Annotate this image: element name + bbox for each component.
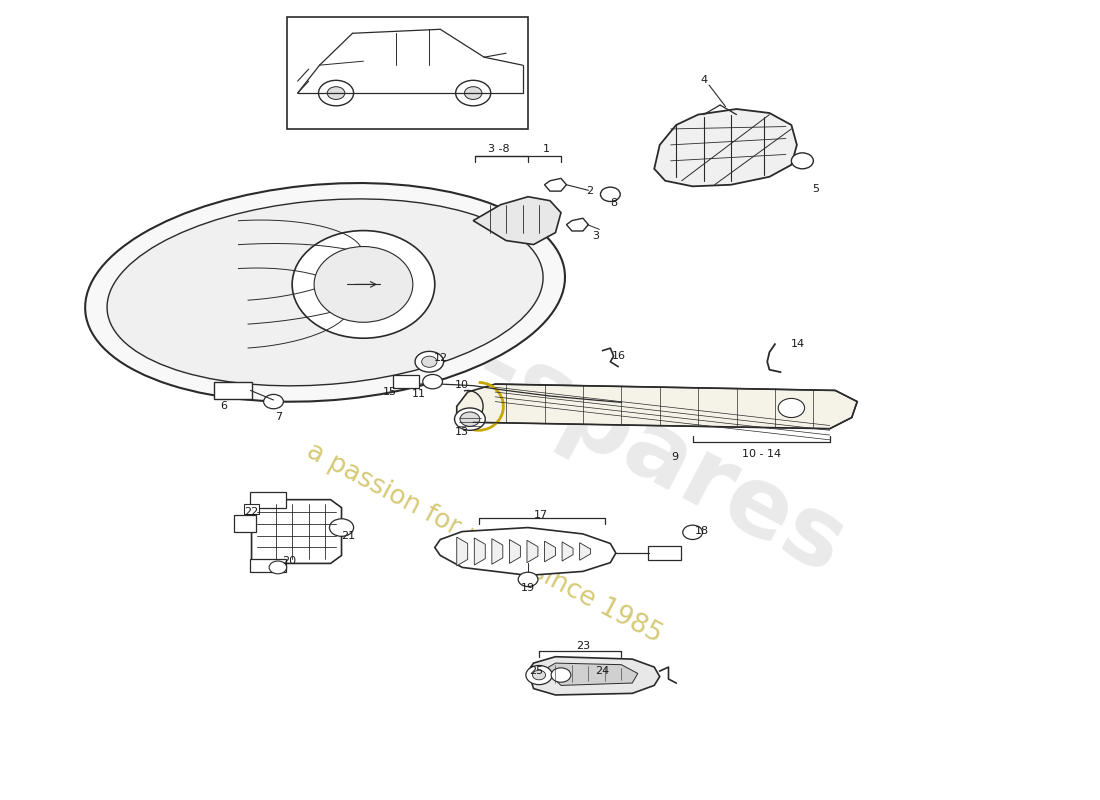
Polygon shape xyxy=(580,542,591,560)
Text: 10: 10 xyxy=(455,380,470,390)
Text: 21: 21 xyxy=(341,531,355,542)
Text: 3: 3 xyxy=(593,230,600,241)
Ellipse shape xyxy=(107,199,543,386)
Text: 5: 5 xyxy=(812,184,820,194)
Text: euro-spares: euro-spares xyxy=(239,205,861,595)
Circle shape xyxy=(264,394,284,409)
Text: 17: 17 xyxy=(535,510,548,520)
Text: 25: 25 xyxy=(529,666,542,676)
Text: 16: 16 xyxy=(612,351,626,361)
Text: 12: 12 xyxy=(434,353,449,362)
Polygon shape xyxy=(509,539,520,563)
Text: 24: 24 xyxy=(595,666,609,676)
FancyBboxPatch shape xyxy=(234,515,256,532)
Polygon shape xyxy=(566,218,588,231)
Circle shape xyxy=(601,187,620,202)
FancyBboxPatch shape xyxy=(214,382,252,399)
FancyBboxPatch shape xyxy=(393,375,419,388)
Polygon shape xyxy=(654,109,796,186)
Ellipse shape xyxy=(315,246,412,322)
Polygon shape xyxy=(492,538,503,564)
Polygon shape xyxy=(544,663,638,686)
Text: 18: 18 xyxy=(694,526,708,536)
Ellipse shape xyxy=(460,412,480,426)
Circle shape xyxy=(551,668,571,682)
Text: 13: 13 xyxy=(455,427,470,437)
Circle shape xyxy=(778,398,804,418)
FancyBboxPatch shape xyxy=(648,546,681,560)
Text: 9: 9 xyxy=(671,452,679,462)
Circle shape xyxy=(422,374,442,389)
Circle shape xyxy=(330,518,353,536)
Text: 22: 22 xyxy=(244,506,258,517)
Circle shape xyxy=(464,86,482,99)
Polygon shape xyxy=(562,542,573,561)
Text: 7: 7 xyxy=(275,412,283,422)
Bar xyxy=(287,18,528,129)
Polygon shape xyxy=(474,538,485,565)
Ellipse shape xyxy=(454,408,485,430)
Circle shape xyxy=(518,572,538,586)
Text: 15: 15 xyxy=(383,387,397,397)
Polygon shape xyxy=(434,527,616,575)
Text: 2: 2 xyxy=(586,186,593,196)
Text: 1: 1 xyxy=(543,144,550,154)
Text: 11: 11 xyxy=(411,390,426,399)
Text: 14: 14 xyxy=(791,339,805,349)
FancyBboxPatch shape xyxy=(244,505,260,514)
Text: 6: 6 xyxy=(221,401,228,410)
Polygon shape xyxy=(527,540,538,562)
FancyBboxPatch shape xyxy=(251,493,286,509)
Polygon shape xyxy=(473,197,561,245)
Circle shape xyxy=(270,561,287,574)
Text: 10 - 14: 10 - 14 xyxy=(742,450,781,459)
Ellipse shape xyxy=(85,183,565,402)
Text: 4: 4 xyxy=(700,74,707,85)
Ellipse shape xyxy=(293,230,434,338)
Text: 23: 23 xyxy=(576,641,590,650)
Circle shape xyxy=(791,153,813,169)
Text: 20: 20 xyxy=(282,556,296,566)
Text: 3 -8: 3 -8 xyxy=(487,144,509,154)
Circle shape xyxy=(319,80,353,106)
Polygon shape xyxy=(544,178,566,191)
Polygon shape xyxy=(456,384,857,429)
Circle shape xyxy=(526,666,552,685)
Polygon shape xyxy=(544,541,556,562)
Text: 19: 19 xyxy=(521,583,535,593)
Circle shape xyxy=(421,356,437,367)
Circle shape xyxy=(415,351,443,372)
Circle shape xyxy=(532,670,546,680)
Circle shape xyxy=(328,86,344,99)
Polygon shape xyxy=(456,537,468,566)
Text: 8: 8 xyxy=(610,198,617,208)
FancyBboxPatch shape xyxy=(251,558,286,572)
Circle shape xyxy=(683,525,703,539)
Polygon shape xyxy=(252,500,341,563)
Polygon shape xyxy=(528,657,660,695)
Text: a passion for parts since 1985: a passion for parts since 1985 xyxy=(302,438,667,649)
Circle shape xyxy=(455,80,491,106)
